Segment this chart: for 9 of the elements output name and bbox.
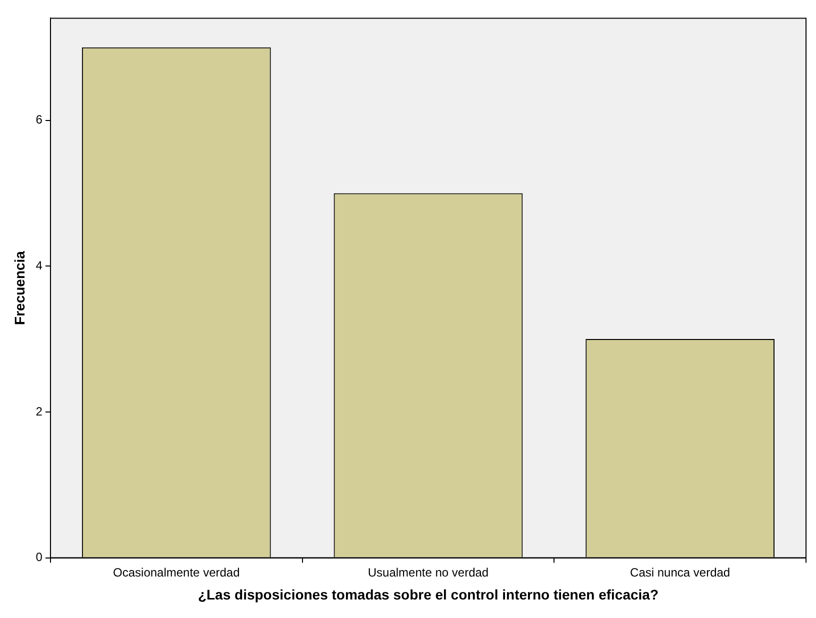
x-axis-title: ¿Las disposiciones tomadas sobre el control interno tienen eficacia?: [198, 586, 659, 602]
y-tick-label: 2: [36, 404, 43, 418]
y-tick-label: 4: [36, 258, 43, 272]
x-tick-label: Casi nunca verdad: [630, 565, 730, 580]
x-tick-label: Ocasionalmente verdad: [113, 565, 240, 580]
y-axis-title: Frecuencia: [11, 250, 28, 325]
y-tick-label: 0: [36, 550, 43, 564]
y-tick-label: 6: [36, 112, 43, 127]
x-tick-label: Usualmente no verdad: [368, 565, 489, 580]
